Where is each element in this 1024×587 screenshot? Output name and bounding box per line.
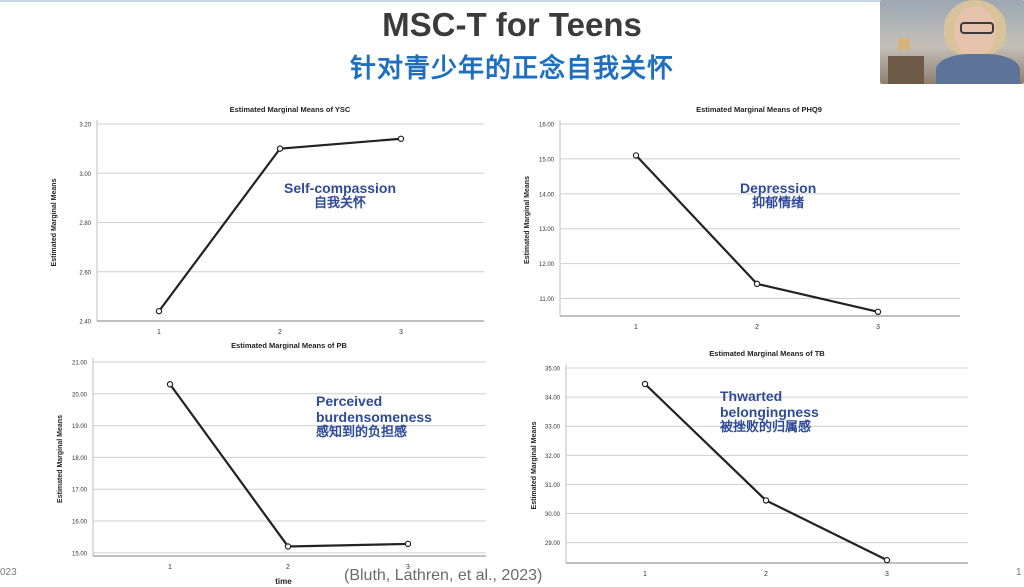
y-tick-label: 18.00 xyxy=(72,456,88,462)
chart-title: Estimated Marginal Means of TB xyxy=(709,349,825,358)
annotation-pb: Perceived burdensomeness 感知到的负担感 xyxy=(316,393,432,441)
top-border xyxy=(0,0,1024,2)
y-tick-label: 2.80 xyxy=(79,221,91,227)
y-tick-label: 34.00 xyxy=(545,396,561,402)
x-tick-label: 1 xyxy=(157,329,161,336)
data-point xyxy=(641,380,649,388)
y-tick-label: 30.00 xyxy=(545,512,561,518)
x-tick-label: 2 xyxy=(755,324,759,331)
data-point xyxy=(632,152,640,159)
data-point xyxy=(166,381,174,388)
y-tick-label: 16.00 xyxy=(539,123,555,129)
data-point xyxy=(883,556,891,564)
data-point xyxy=(874,308,882,316)
y-tick-label: 31.00 xyxy=(545,483,561,489)
annotation-ysc: Self-compassion 自我关怀 xyxy=(284,180,396,212)
series-line xyxy=(158,137,402,312)
y-tick-label: 3.00 xyxy=(79,172,91,178)
annotation-phq9-en: Depression xyxy=(740,180,817,196)
y-tick-label: 11.00 xyxy=(539,297,554,303)
data-point xyxy=(762,497,770,504)
y-axis-label: Estimated Marginal Means xyxy=(531,421,538,509)
chart-title: Estimated Marginal Means of YSC xyxy=(230,105,351,114)
annotation-phq9-zh: 抑郁情绪 xyxy=(752,196,805,211)
slide-number-left: 023 xyxy=(0,567,17,578)
annotation-tb-en2: belongingness xyxy=(720,404,819,420)
x-tick-label: 3 xyxy=(885,571,889,578)
x-tick-label: 3 xyxy=(876,324,880,331)
x-tick-label: 1 xyxy=(168,564,172,571)
y-tick-label: 12.00 xyxy=(539,262,555,268)
y-tick-label: 15.00 xyxy=(539,157,555,163)
y-tick-label: 19.00 xyxy=(72,424,88,430)
x-tick-label: 3 xyxy=(399,329,403,336)
x-tick-label: 3 xyxy=(406,564,410,571)
slide-subtitle: 针对青少年的正念自我关怀 xyxy=(349,54,674,84)
y-tick-label: 2.40 xyxy=(79,320,91,326)
series-line xyxy=(635,154,879,313)
y-tick-label: 15.00 xyxy=(72,551,88,557)
y-tick-label: 29.00 xyxy=(545,541,561,547)
annotation-tb-en1: Thwarted xyxy=(720,388,783,404)
data-point xyxy=(284,543,292,550)
y-tick-label: 20.00 xyxy=(72,392,88,398)
y-axis-label: Estimated Marginal Means xyxy=(57,415,64,503)
presenter-glasses xyxy=(960,22,994,34)
y-tick-label: 21.00 xyxy=(72,361,88,367)
annotation-tb-zh: 被挫败的归属感 xyxy=(720,420,812,435)
data-point xyxy=(397,135,405,142)
data-point xyxy=(155,307,163,315)
y-tick-label: 33.00 xyxy=(545,425,561,431)
x-tick-label: 1 xyxy=(634,324,638,331)
y-tick-label: 35.00 xyxy=(545,367,561,373)
lamp-shape xyxy=(898,38,910,50)
data-point xyxy=(753,280,761,288)
x-tick-label: 2 xyxy=(764,571,768,578)
x-axis-label: time xyxy=(275,577,292,586)
y-tick-label: 3.20 xyxy=(79,123,91,129)
presenter-video[interactable] xyxy=(880,0,1024,84)
x-tick-label: 2 xyxy=(286,564,290,571)
annotation-pb-zh: 感知到的负担感 xyxy=(316,425,408,440)
data-point xyxy=(404,540,412,548)
y-axis-label: Estimated Marginal Means xyxy=(51,178,58,266)
shelf-shape xyxy=(888,56,924,84)
annotation-ysc-zh: 自我关怀 xyxy=(314,196,367,211)
x-tick-label: 1 xyxy=(643,571,647,578)
y-tick-label: 14.00 xyxy=(539,192,555,198)
y-tick-label: 17.00 xyxy=(72,488,88,494)
y-tick-label: 2.60 xyxy=(79,270,91,276)
chart-title: Estimated Marginal Means of PHQ9 xyxy=(696,105,822,114)
annotation-tb: Thwarted belongingness 被挫败的归属感 xyxy=(720,388,819,436)
slide-title: MSC-T for Teens xyxy=(382,6,642,43)
y-tick-label: 13.00 xyxy=(539,227,555,233)
y-tick-label: 32.00 xyxy=(545,454,561,460)
y-axis-label: Estimated Marginal Means xyxy=(524,176,531,264)
data-point xyxy=(276,145,284,152)
annotation-pb-en2: burdensomeness xyxy=(316,409,432,425)
y-tick-label: 16.00 xyxy=(72,520,88,526)
citation: (Bluth, Lathren, et al., 2023) xyxy=(344,567,543,584)
presenter-body xyxy=(936,54,1020,84)
x-tick-label: 2 xyxy=(278,329,282,336)
annotation-ysc-en: Self-compassion xyxy=(284,180,397,196)
slide-number-right: 1 xyxy=(1016,567,1022,578)
annotation-pb-en1: Perceived xyxy=(316,393,383,409)
chart-title: Estimated Marginal Means of PB xyxy=(231,341,347,350)
annotation-phq9: Depression 抑郁情绪 xyxy=(740,180,816,212)
